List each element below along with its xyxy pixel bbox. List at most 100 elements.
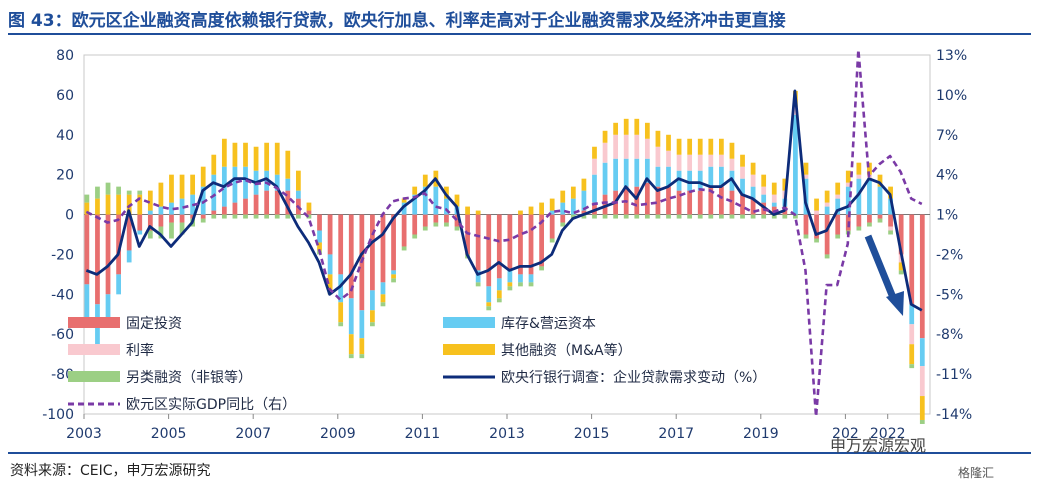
- bar-fixed_investment: [898, 214, 904, 255]
- bar-alt_financing: [719, 214, 724, 219]
- source-note: 资料来源：CEIC，申万宏源研究: [10, 463, 211, 479]
- bar-alt_financing: [666, 214, 671, 219]
- bar-alt_financing: [592, 214, 597, 219]
- legend-label: 欧央行银行调查：企业贷款需求变动（%）: [501, 369, 766, 386]
- bar-inventory: [116, 274, 121, 295]
- bar-other_financing: [232, 142, 238, 167]
- bar-other_financing: [327, 274, 333, 291]
- bar-fixed_investment: [285, 190, 291, 215]
- bar-alt_financing: [570, 214, 576, 219]
- bar-other_financing: [687, 138, 693, 155]
- y-left-tick-label: 60: [56, 88, 74, 104]
- bar-other_financing: [190, 174, 196, 195]
- bar-fixed_investment: [391, 214, 396, 271]
- bar-inventory: [623, 158, 629, 187]
- bar-inventory: [370, 290, 375, 311]
- bar-other_financing: [909, 344, 915, 365]
- bar-interest: [602, 142, 608, 163]
- bar-inventory: [317, 230, 322, 243]
- bar-alt_financing: [475, 282, 481, 287]
- bar-alt_financing: [581, 214, 587, 219]
- bar-interest: [592, 158, 597, 175]
- bar-fixed_investment: [380, 214, 386, 283]
- bar-fixed_investment: [708, 186, 714, 215]
- bar-other_financing: [845, 170, 851, 183]
- bar-other_financing: [697, 138, 703, 155]
- bar-alt_financing: [158, 226, 164, 239]
- bar-other_financing: [814, 198, 819, 211]
- bar-inventory: [697, 170, 703, 191]
- bar-alt_financing: [401, 246, 407, 251]
- bar-alt_financing: [771, 214, 777, 219]
- bar-inventory: [169, 202, 174, 215]
- bar-fixed_investment: [644, 182, 650, 215]
- bar-other_financing: [592, 146, 597, 159]
- bar-inventory: [634, 158, 640, 187]
- bar-inventory: [105, 294, 111, 325]
- bar-alt_financing: [549, 238, 555, 243]
- bar-other_financing: [264, 142, 270, 171]
- bar-fixed_investment: [95, 214, 100, 305]
- bar-interest: [909, 324, 915, 345]
- bar-alt_financing: [867, 222, 872, 227]
- bar-alt_financing: [750, 214, 756, 219]
- bar-inventory: [137, 230, 143, 235]
- bar-other_financing: [221, 138, 227, 167]
- y-right-tick-label: -14%: [936, 407, 972, 423]
- bar-alt_financing: [264, 214, 270, 219]
- legend-label: 其他融资（M&A等）: [501, 342, 632, 359]
- bar-alt_financing: [348, 354, 354, 359]
- bar-other_financing: [602, 130, 608, 143]
- bar-inventory: [200, 186, 206, 215]
- bar-other_financing: [888, 186, 893, 199]
- bar-interest: [719, 154, 724, 167]
- bar-alt_financing: [814, 238, 819, 243]
- bar-other_financing: [507, 282, 513, 287]
- y-left-tick-label: 40: [56, 128, 74, 144]
- bar-other_financing: [867, 162, 872, 175]
- bar-alt_financing: [95, 186, 100, 199]
- bar-fixed_investment: [687, 190, 693, 215]
- bar-interest: [824, 202, 830, 207]
- bar-alt_financing: [824, 254, 830, 259]
- title-rule: [8, 33, 1031, 35]
- bar-other_financing: [856, 162, 862, 175]
- bar-other_financing: [761, 174, 767, 187]
- plot-frame: [83, 54, 931, 415]
- bar-other_financing: [359, 338, 365, 355]
- bar-fixed_investment: [169, 214, 174, 223]
- x-tick-label: 2022: [870, 426, 906, 442]
- bar-alt_financing: [613, 214, 619, 219]
- bar-fixed_investment: [232, 202, 238, 215]
- bar-alt_financing: [888, 230, 893, 235]
- bar-inventory: [845, 186, 851, 215]
- bar-fixed_investment: [327, 214, 333, 255]
- bar-alt_financing: [116, 186, 121, 195]
- bar-other_financing: [116, 194, 121, 215]
- watermark: 申万宏源宏观: [830, 436, 927, 455]
- bar-alt_financing: [644, 214, 650, 219]
- bar-fixed_investment: [306, 210, 312, 215]
- bar-inventory: [348, 298, 354, 335]
- bar-fixed_investment: [412, 214, 418, 235]
- bar-inventory: [179, 198, 185, 215]
- bar-alt_financing: [793, 214, 798, 219]
- bar-fixed_investment: [274, 190, 280, 215]
- bar-inventory: [549, 210, 555, 215]
- bar-other_financing: [200, 166, 206, 187]
- bar-inventory: [84, 284, 90, 325]
- bar-fixed_investment: [666, 186, 671, 215]
- bar-fixed_investment: [475, 214, 481, 271]
- bar-alt_financing: [370, 322, 375, 327]
- bar-alt_financing: [687, 214, 693, 219]
- bar-alt_financing: [380, 302, 386, 307]
- y-right-tick-label: 7%: [936, 128, 958, 144]
- bar-fixed_investment: [919, 214, 925, 339]
- x-tick-label: 2019: [743, 426, 779, 442]
- bar-fixed_investment: [200, 214, 206, 219]
- bar-alt_financing: [909, 364, 915, 369]
- bar-other_financing: [539, 202, 544, 215]
- bar-alt_financing: [169, 222, 174, 239]
- bar-other_financing: [560, 190, 566, 203]
